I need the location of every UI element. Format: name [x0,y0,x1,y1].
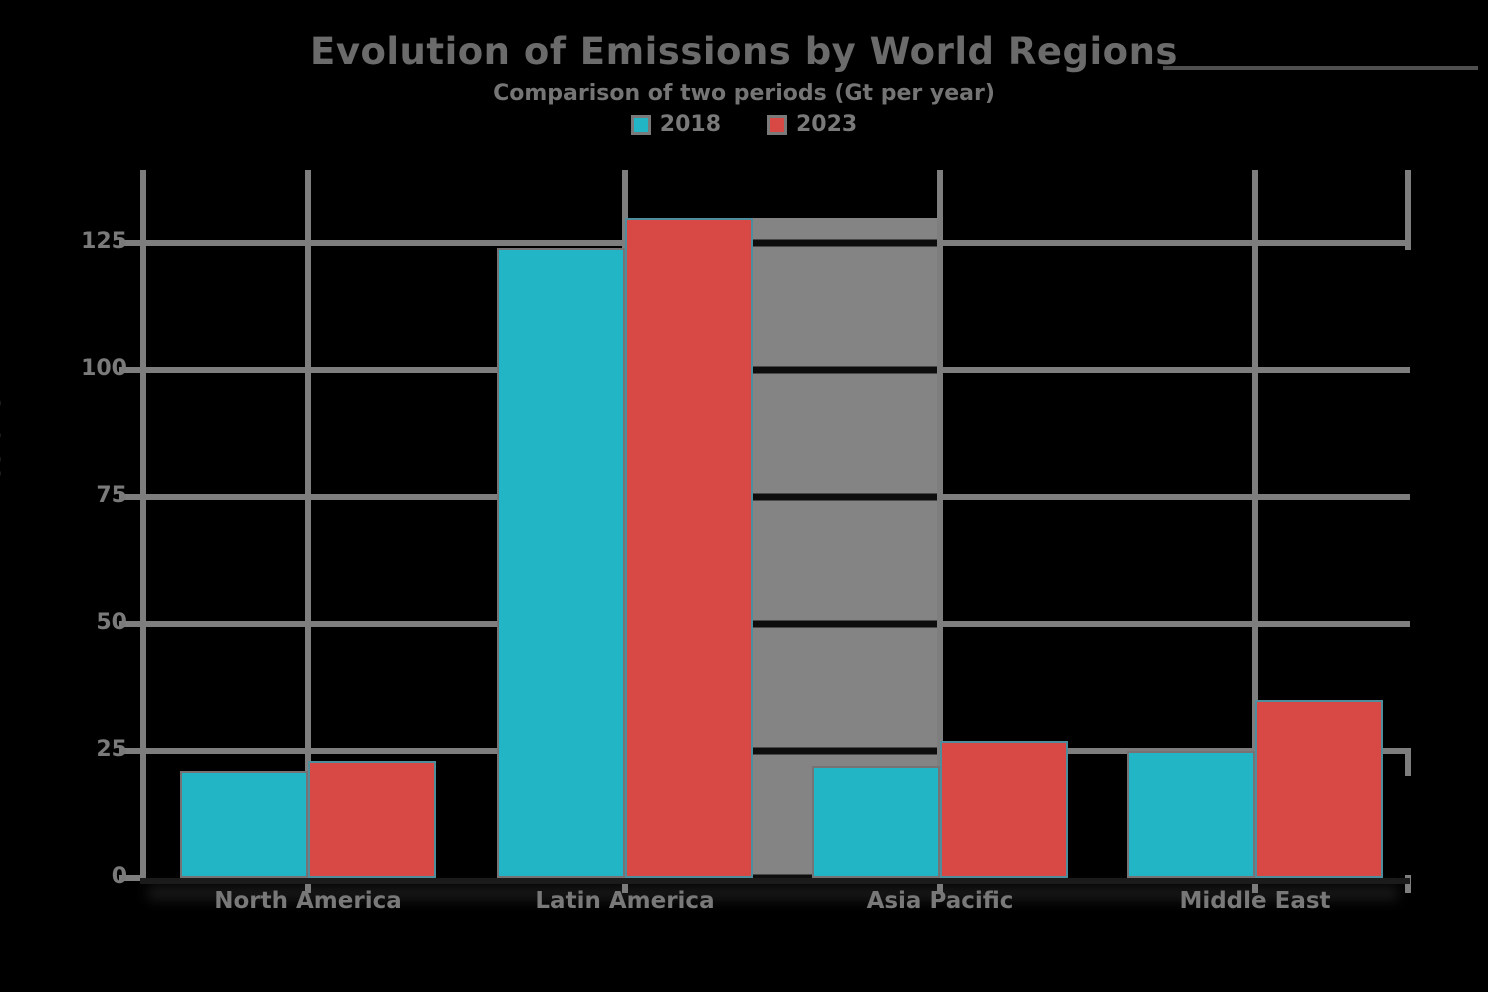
y-tick-mark [119,494,140,501]
bar-2023-category-1 [308,761,436,878]
legend-item-2018: 2018 [630,112,721,137]
y-tick-mark [119,875,140,881]
y-tick-label: 25 [96,737,127,763]
right-tick-mark [1405,875,1411,893]
y-tick-mark [119,240,140,247]
bar-2023-category-4 [1255,700,1383,878]
y-axis-title: Emissions [0,395,6,530]
x-category-label: Middle East [1179,888,1331,914]
bar-2023-category-2 [625,217,753,878]
gridline-vertical [937,170,943,893]
bar-2018-category-4 [1127,751,1255,878]
y-tick-mark [119,367,140,374]
legend-swatch-icon [630,114,651,135]
bar-2018-category-2 [497,248,625,878]
x-category-label: Latin America [535,888,715,914]
y-tick-label: 0 [111,864,127,889]
bar-2023-category-3 [940,740,1068,878]
title-rule [1163,66,1478,70]
y-tick-label: 75 [96,483,127,509]
x-category-label: North America [214,888,402,914]
legend-label: 2018 [659,112,721,137]
bar-2018-category-3 [812,766,940,878]
gridline-vertical [305,170,311,893]
legend-item-2023: 2023 [767,112,857,137]
legend-swatch-icon [767,114,787,135]
chart-subtitle: Comparison of two periods (Gt per year) [493,81,995,106]
x-axis-line [140,878,1410,884]
y-axis-line [140,170,146,884]
y-tick-label: 125 [81,229,127,255]
chart-header: Evolution of Emissions by World Regions … [0,0,1488,137]
bar-2018-category-1 [180,771,308,878]
right-tick-mark [1405,748,1411,777]
axis-shadow [148,886,1398,900]
y-tick-label: 50 [96,610,127,636]
right-tick-mark [1405,170,1411,250]
y-tick-mark [119,621,140,628]
gridline-vertical [1252,170,1258,893]
chart-title: Evolution of Emissions by World Regions [310,30,1178,73]
y-tick-mark [119,748,140,755]
legend: 2018 2023 [0,112,1488,137]
y-tick-label: 100 [81,356,127,382]
x-category-label: Asia Pacific [866,888,1014,914]
legend-label: 2023 [796,112,858,137]
